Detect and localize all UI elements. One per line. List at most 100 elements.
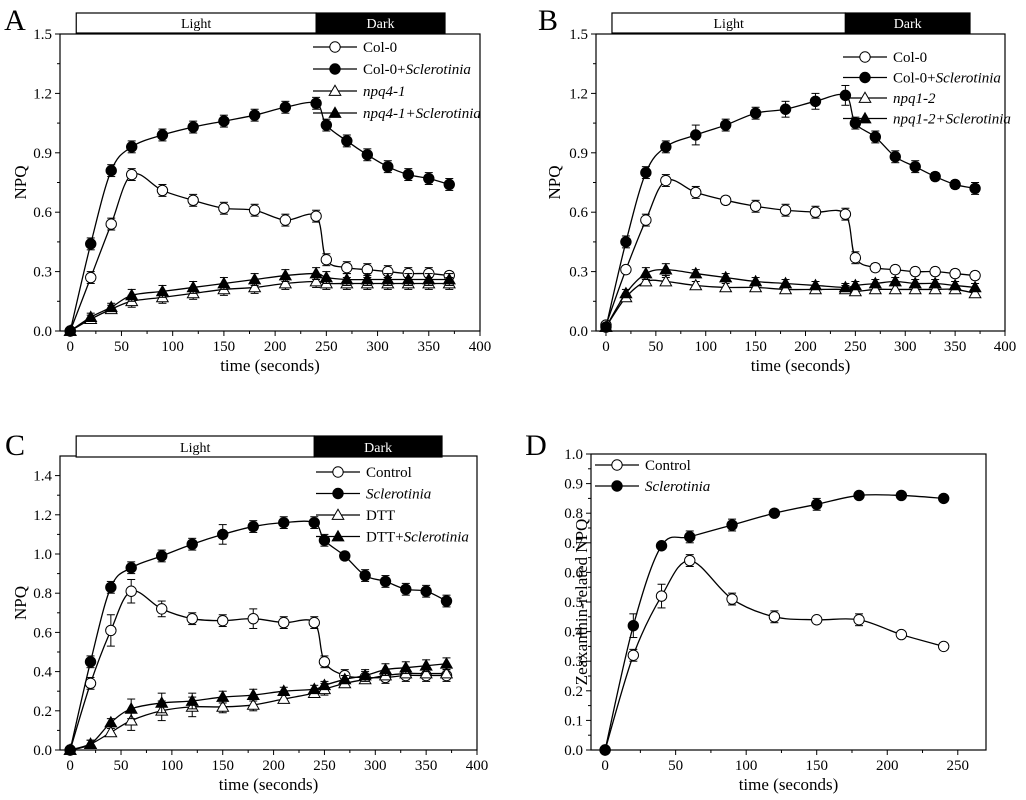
data-point [382,160,394,173]
data-point [310,97,322,110]
data-point [768,611,781,623]
y-tick-label: 0.4 [564,625,583,641]
data-point [309,274,323,287]
data-point [317,678,332,691]
legend-label: DTT [366,508,395,524]
x-tick-label: 250 [313,758,336,774]
legend-label-italic: npq1-2 [893,91,936,107]
data-point [928,282,942,295]
data-point [279,214,292,226]
data-point [378,662,393,675]
y-tick-label: 0.3 [33,265,52,281]
y-tick-label: 0.9 [569,146,588,162]
data-point [308,516,320,529]
legend-label: npq1-2+Sclerotinia [893,112,1011,128]
x-tick-label: 200 [794,339,817,355]
legend-label-italic: npq1-2+Sclerotinia [893,112,1011,128]
data-point [419,658,433,671]
legend-marker [331,529,345,542]
legend-label: Col-0 [363,40,397,56]
data-point [278,516,290,529]
legend-marker [611,480,623,492]
data-point [83,737,98,749]
data-point [381,272,395,285]
data-point [186,280,200,293]
x-tick-label: 300 [894,339,917,355]
y-tick-label: 0.6 [33,205,52,221]
legend-label: npq4-1 [363,84,406,100]
data-point [969,182,981,195]
data-point [948,278,962,291]
data-point [186,538,198,550]
data-point [811,614,823,626]
legend-label: Col-0+Sclerotinia [893,71,1001,87]
data-point [968,280,982,293]
data-point [660,141,672,153]
y-tick-label: 0.6 [564,565,583,581]
data-point [640,166,652,179]
y-tick-label: 0.1 [564,713,583,729]
y-axis-label: NPQ [11,586,30,620]
series-1 [64,516,453,756]
x-tick-label: 150 [805,758,828,774]
x-tick-label: 100 [161,339,184,355]
series-line [69,520,447,751]
data-point [125,562,137,574]
data-point [929,170,941,183]
y-axis-label: NPQ [11,165,30,199]
dark-bar [313,435,443,458]
legend-marker [858,91,872,103]
data-point [690,186,702,199]
data-point [684,531,696,543]
x-tick-label: 400 [466,758,489,774]
data-point [217,614,229,627]
data-point [439,666,454,679]
x-tick-label: 350 [418,339,441,355]
data-point [104,725,118,738]
x-tick-label: 200 [262,758,285,774]
y-tick-label: 1.5 [569,27,588,43]
data-point [247,272,262,285]
data-point [811,498,823,511]
x-tick-label: 50 [648,339,663,355]
data-point [779,103,792,115]
y-axis-label: NPQ [545,165,564,199]
legend-label-italic: Sclerotinia [645,479,710,495]
data-point [156,129,169,141]
legend-marker [331,508,345,520]
panel-letter: D [525,429,547,462]
data-point [848,278,863,291]
data-point [908,282,922,295]
legend-label-plain: Control [645,458,691,474]
y-tick-label: 0.2 [564,684,583,700]
legend-marker [859,51,871,63]
x-tick-label: 400 [469,339,492,355]
series-3 [599,262,982,332]
data-point [279,101,292,113]
legend: Control Sclerotinia [595,458,710,495]
data-point [341,135,353,147]
plot-frame [59,33,481,332]
light-label: Light [181,17,211,32]
legend-marker [328,106,342,118]
data-point [361,149,374,161]
legend-marker [859,71,871,84]
data-point [85,238,97,250]
y-tick-label: 0.0 [33,324,52,340]
data-point [246,688,260,700]
series-2 [63,274,456,336]
data-point [809,95,822,108]
data-point [839,208,852,220]
data-point [749,200,762,212]
data-point [104,300,118,313]
x-tick-label: 350 [944,339,967,355]
legend-marker [329,41,341,53]
data-point [909,160,921,173]
data-point [849,252,862,264]
data-point [808,278,823,291]
y-tick-label: 0.0 [33,743,52,759]
legend-marker [611,459,623,471]
data-point [156,603,168,615]
data-point [838,280,853,293]
